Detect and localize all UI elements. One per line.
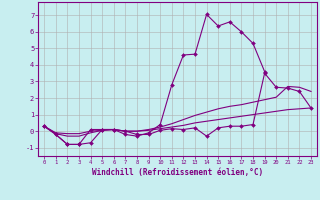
X-axis label: Windchill (Refroidissement éolien,°C): Windchill (Refroidissement éolien,°C) — [92, 168, 263, 177]
